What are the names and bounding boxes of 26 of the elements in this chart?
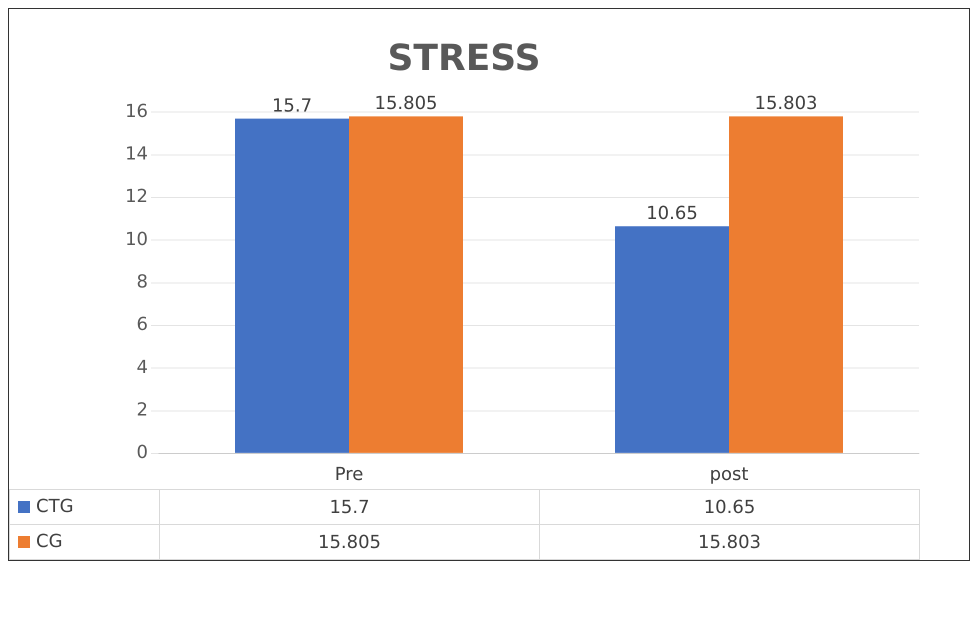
y-tick-label: 4 (136, 356, 148, 378)
bar (349, 116, 463, 453)
y-tick-label: 10 (125, 228, 148, 250)
chart-title: STRESS (387, 38, 541, 79)
data-label: 15.7 (160, 490, 540, 524)
annotation: 15.7 (272, 95, 312, 116)
y-tick-label: 16 (125, 100, 148, 122)
annotation: 15.805 (374, 93, 438, 114)
y-tick-label: 12 (125, 186, 148, 208)
bar (615, 226, 729, 453)
annotation: 15.803 (754, 93, 818, 114)
data-label: 15.805 (160, 524, 540, 560)
bar (235, 118, 349, 453)
y-tick-label: 8 (136, 271, 148, 292)
y-tick-label: 14 (125, 144, 148, 165)
bar (729, 116, 843, 453)
data-label: 15.803 (540, 524, 920, 560)
annotation: 10.65 (646, 202, 698, 224)
legend-label: CTG (36, 496, 74, 518)
x-tick-label: Pre (334, 464, 364, 485)
x-tick-label: post (710, 464, 748, 485)
data-label: 10.65 (540, 490, 920, 524)
y-tick-label: 2 (136, 399, 148, 420)
y-tick-label: 6 (136, 314, 148, 336)
legend-label: CG (36, 531, 63, 552)
y-tick-label: 0 (136, 442, 148, 464)
